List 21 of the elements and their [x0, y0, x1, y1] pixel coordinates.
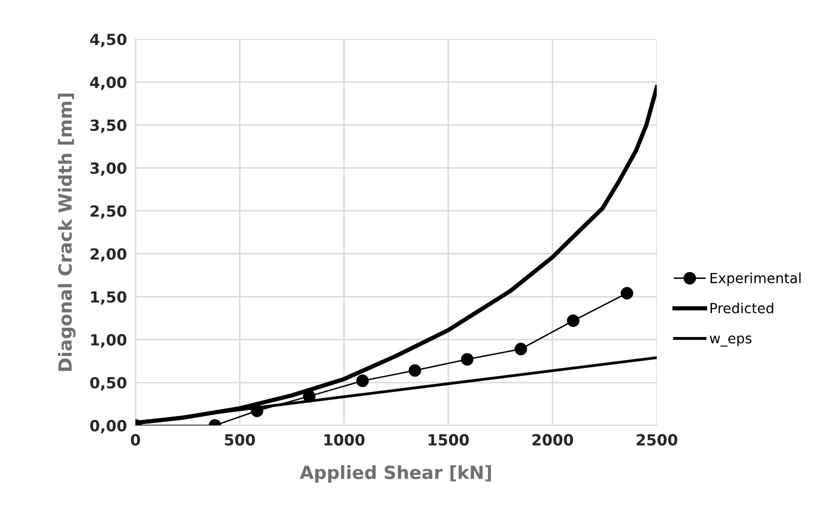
x-tick-label: 2000 [532, 434, 574, 446]
x-tick-label: 500 [224, 434, 255, 446]
y-tick-label: 3,00 [90, 162, 126, 176]
legend-label: Experimental [710, 272, 801, 286]
y-tick-label: 2,00 [90, 248, 126, 262]
y-tick-label: 1,50 [91, 291, 126, 305]
x-axis-title: Applied Shear [kN] [300, 465, 491, 483]
y-tick-label: 2,50 [90, 205, 126, 219]
legend-label: Predicted [710, 302, 774, 314]
x-tick-label: 1000 [324, 434, 365, 446]
y-tick-label: 0,50 [90, 376, 126, 390]
y-tick-label: 3,50 [90, 119, 126, 133]
x-tick-label: 1500 [428, 434, 469, 446]
y-tick-label: 4,00 [90, 76, 126, 90]
y-tick-label: 1,00 [91, 334, 126, 348]
x-tick-label: 0 [130, 434, 140, 446]
y-axis-title: Diagonal Crack Width [mm] [58, 94, 76, 371]
x-tick-label: 2500 [636, 434, 678, 446]
y-tick-label: 4,50 [90, 34, 126, 48]
y-tick-label: 0,00 [90, 420, 126, 434]
legend-label: w_eps [710, 336, 752, 347]
